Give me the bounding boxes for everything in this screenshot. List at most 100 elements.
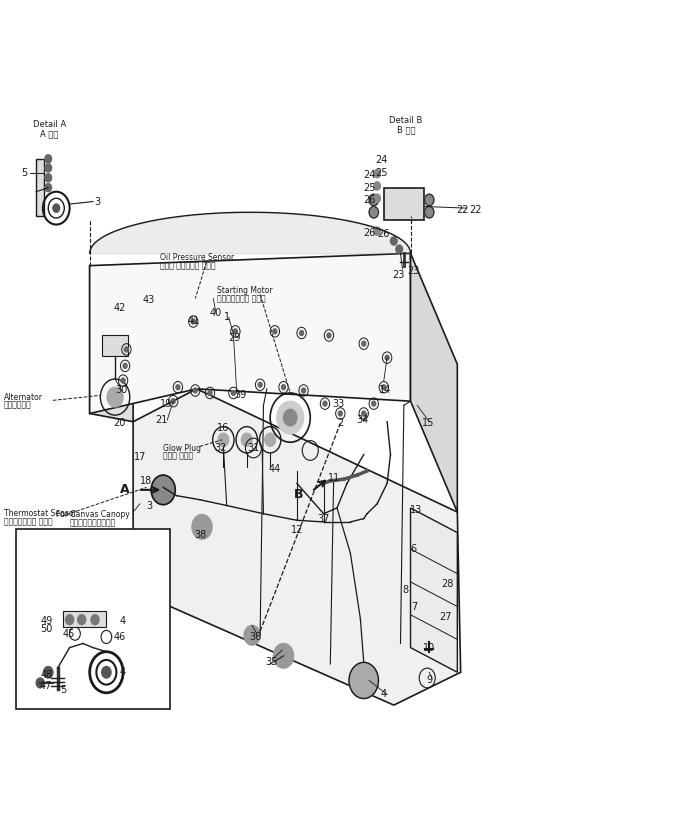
Circle shape: [374, 170, 380, 178]
Circle shape: [171, 399, 175, 404]
Circle shape: [191, 319, 195, 324]
Text: 27: 27: [439, 612, 452, 622]
Text: 34: 34: [357, 415, 369, 425]
Circle shape: [107, 387, 123, 407]
Polygon shape: [133, 389, 460, 705]
Text: 23: 23: [392, 270, 404, 280]
Circle shape: [323, 401, 327, 406]
Text: 5: 5: [21, 168, 27, 178]
Text: 26: 26: [363, 195, 376, 205]
Polygon shape: [90, 253, 410, 414]
Circle shape: [282, 385, 286, 390]
Text: 40: 40: [209, 308, 222, 318]
Text: 23: 23: [407, 266, 419, 276]
Text: Thermostat Sensor: Thermostat Sensor: [4, 509, 77, 519]
Text: 30: 30: [116, 385, 128, 395]
Circle shape: [121, 378, 125, 383]
Circle shape: [381, 385, 386, 390]
Circle shape: [231, 390, 235, 395]
Circle shape: [44, 667, 53, 678]
Text: 26: 26: [363, 227, 376, 238]
Text: 3: 3: [147, 500, 153, 510]
Circle shape: [374, 182, 380, 190]
Circle shape: [362, 411, 366, 416]
Text: オルタネータ: オルタネータ: [4, 401, 32, 410]
Text: 12: 12: [290, 525, 303, 535]
Circle shape: [102, 667, 111, 678]
Text: キャンバスキャノピ用: キャンバスキャノピ用: [70, 519, 116, 528]
Text: 43: 43: [142, 295, 154, 305]
Text: Starting Motor: Starting Motor: [216, 286, 272, 294]
Circle shape: [372, 401, 376, 406]
Circle shape: [265, 433, 276, 447]
Text: 4: 4: [120, 667, 126, 677]
Circle shape: [45, 164, 52, 172]
Text: 26: 26: [377, 229, 390, 240]
Text: Oil Pressure Sensor: Oil Pressure Sensor: [160, 253, 234, 262]
Text: 13: 13: [410, 505, 422, 515]
Text: 50: 50: [40, 624, 53, 633]
Polygon shape: [90, 265, 133, 422]
Circle shape: [192, 514, 212, 539]
Circle shape: [176, 385, 180, 390]
Circle shape: [369, 194, 378, 206]
Text: 6: 6: [411, 544, 417, 554]
Text: 44: 44: [269, 464, 281, 475]
Text: 21: 21: [156, 415, 168, 425]
Text: 38: 38: [194, 530, 206, 540]
Circle shape: [45, 174, 52, 182]
Circle shape: [301, 388, 305, 393]
Text: 48: 48: [40, 670, 53, 680]
Text: グロー プラグ: グロー プラグ: [163, 452, 193, 461]
Circle shape: [125, 347, 129, 352]
Circle shape: [277, 401, 303, 434]
Text: Glow Plug: Glow Plug: [163, 443, 202, 452]
Text: 37: 37: [317, 514, 330, 523]
Text: スターティング モータ: スターティング モータ: [216, 294, 266, 303]
Text: 19: 19: [160, 399, 173, 409]
Text: 29: 29: [228, 333, 241, 343]
Text: 46: 46: [114, 632, 126, 642]
Circle shape: [91, 614, 99, 624]
Text: 24: 24: [375, 155, 388, 165]
Text: 32: 32: [214, 443, 226, 453]
Circle shape: [241, 433, 252, 447]
Circle shape: [78, 614, 86, 624]
Circle shape: [369, 207, 378, 218]
Circle shape: [193, 388, 197, 393]
Text: 31: 31: [247, 443, 259, 453]
Text: 16: 16: [217, 423, 229, 433]
Text: 28: 28: [441, 580, 454, 590]
Text: 20: 20: [113, 418, 126, 428]
Text: 47: 47: [40, 681, 53, 691]
Circle shape: [390, 237, 397, 245]
Text: 14: 14: [379, 385, 391, 395]
Circle shape: [385, 355, 389, 360]
Text: 22: 22: [456, 205, 469, 215]
Text: Detail B: Detail B: [389, 116, 423, 125]
Circle shape: [273, 329, 277, 334]
Text: B 詳細: B 詳細: [396, 126, 415, 135]
Text: 17: 17: [133, 452, 146, 462]
Text: 8: 8: [402, 586, 408, 595]
Circle shape: [349, 662, 378, 699]
Circle shape: [233, 329, 237, 334]
Circle shape: [374, 227, 380, 235]
Text: 35: 35: [266, 657, 278, 667]
Text: 45: 45: [62, 629, 74, 638]
Text: 25: 25: [363, 183, 376, 193]
Text: 11: 11: [328, 472, 340, 483]
Text: 24: 24: [363, 170, 376, 180]
Text: サーモスタット センサ: サーモスタット センサ: [4, 518, 53, 527]
Circle shape: [425, 194, 434, 206]
Text: 49: 49: [40, 615, 53, 625]
Circle shape: [151, 475, 175, 504]
Bar: [384, 188, 424, 221]
Text: 33: 33: [332, 399, 344, 409]
Polygon shape: [410, 508, 458, 672]
Text: 10: 10: [423, 643, 435, 653]
Circle shape: [65, 614, 73, 624]
Text: 42: 42: [113, 304, 126, 313]
Text: 9: 9: [426, 676, 432, 686]
Bar: [16, 528, 170, 710]
